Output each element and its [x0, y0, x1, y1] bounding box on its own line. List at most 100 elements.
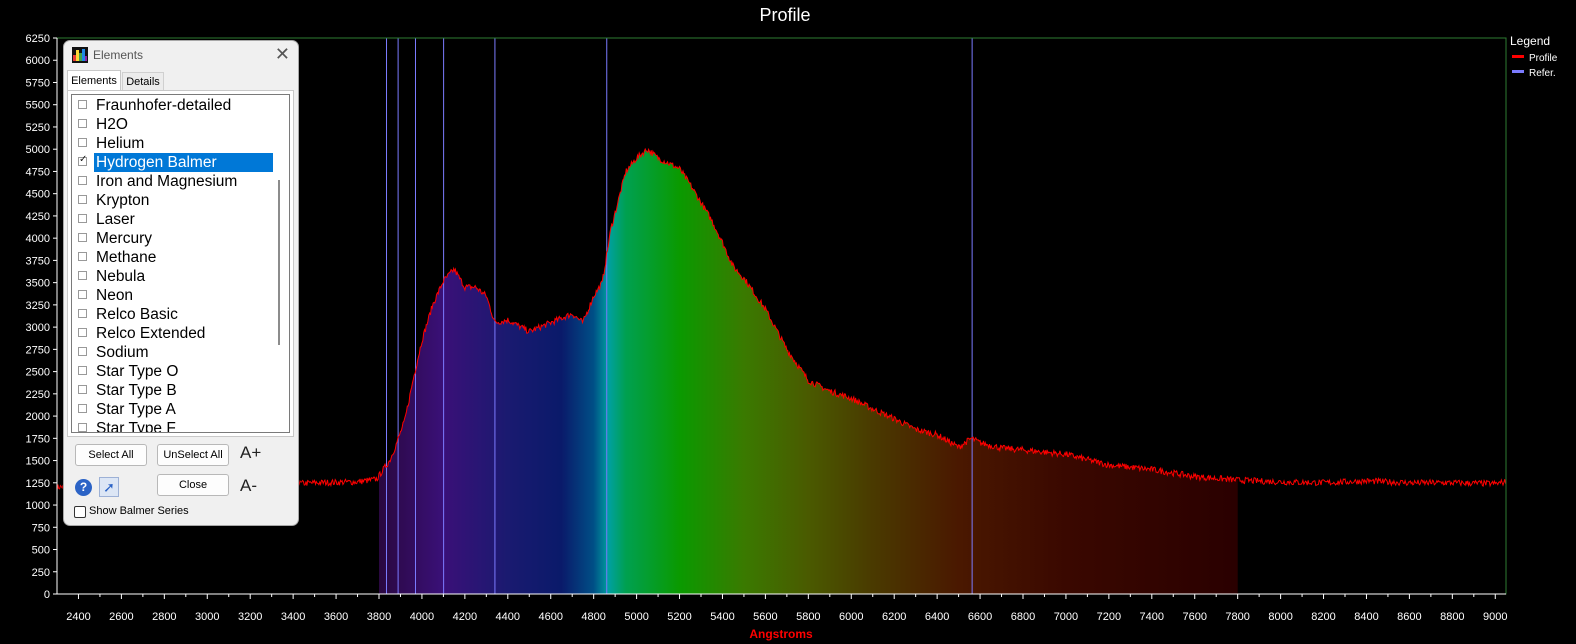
- list-item-checkbox[interactable]: [78, 100, 87, 109]
- x-tick-label: 5800: [796, 611, 820, 623]
- list-item-checkbox[interactable]: [78, 154, 87, 166]
- list-item[interactable]: Krypton: [78, 191, 278, 210]
- x-tick-label: 6400: [925, 611, 949, 623]
- y-tick-label: 6250: [26, 33, 50, 45]
- reference-lines: [386, 38, 973, 594]
- list-item[interactable]: Nebula: [78, 267, 278, 286]
- list-item-label: Nebula: [96, 268, 146, 285]
- legend-entry-profile: Profile: [1529, 53, 1558, 64]
- font-increase-button[interactable]: A+: [240, 443, 262, 462]
- list-item[interactable]: Laser: [78, 210, 278, 229]
- list-item[interactable]: Star Type O: [78, 362, 278, 381]
- x-tick-label: 7200: [1097, 611, 1121, 623]
- list-item[interactable]: Mercury: [78, 229, 278, 248]
- list-item-checkbox[interactable]: [78, 290, 87, 299]
- list-item-checkbox[interactable]: [78, 309, 87, 318]
- close-icon[interactable]: ✕: [274, 44, 290, 64]
- y-tick-label: 3500: [26, 278, 50, 290]
- list-item-checkbox[interactable]: [78, 423, 87, 432]
- list-item-checkbox[interactable]: [78, 404, 87, 413]
- list-item[interactable]: Methane: [78, 248, 278, 267]
- tab-elements[interactable]: Elements: [67, 70, 121, 91]
- x-tick-label: 8200: [1311, 611, 1335, 623]
- chart-title: Profile: [759, 5, 810, 25]
- x-tick-label: 2800: [152, 611, 176, 623]
- list-item[interactable]: Iron and Magnesium: [78, 172, 278, 191]
- list-item-label: Helium: [96, 135, 145, 152]
- open-link-icon[interactable]: ➚: [99, 477, 119, 497]
- x-tick-label: 4000: [410, 611, 434, 623]
- list-item-checkbox[interactable]: [78, 271, 87, 280]
- dialog-titlebar[interactable]: Elements ✕: [64, 41, 298, 69]
- list-item-checkbox[interactable]: [78, 366, 87, 375]
- spectrum-area: [379, 149, 1238, 594]
- x-tick-label: 4200: [453, 611, 477, 623]
- list-item-checkbox[interactable]: [78, 138, 87, 147]
- list-item[interactable]: Star Type B: [78, 381, 278, 400]
- y-tick-label: 4250: [26, 211, 50, 223]
- dialog-title: Elements: [93, 48, 144, 62]
- list-item-checkbox[interactable]: [78, 252, 87, 261]
- list-item-label: Krypton: [96, 192, 150, 209]
- unselect-all-button[interactable]: UnSelect All: [157, 444, 229, 466]
- tab-details[interactable]: Details: [122, 72, 164, 90]
- list-item[interactable]: Helium: [78, 134, 278, 153]
- x-tick-label: 2400: [66, 611, 90, 623]
- y-tick-label: 4500: [26, 189, 50, 201]
- close-button[interactable]: Close: [157, 474, 229, 496]
- list-item-checkbox[interactable]: [78, 385, 87, 394]
- font-decrease-button[interactable]: A-: [240, 476, 257, 495]
- y-tick-label: 250: [32, 567, 50, 579]
- list-item[interactable]: Star Type F: [78, 419, 278, 432]
- element-list[interactable]: Fraunhofer-detailed H2O HeliumHydrogen Bal…: [71, 94, 290, 433]
- y-tick-label: 6000: [26, 55, 50, 67]
- y-tick-label: 1500: [26, 456, 50, 468]
- list-item-checkbox[interactable]: [78, 347, 87, 356]
- list-item[interactable]: Fraunhofer-detailed: [78, 96, 278, 115]
- x-tick-label: 8800: [1440, 611, 1464, 623]
- list-item[interactable]: H2O: [78, 115, 278, 134]
- list-item-label: Iron and Magnesium: [96, 173, 238, 190]
- legend-title: Legend: [1510, 34, 1550, 48]
- list-scrollbar[interactable]: [273, 96, 287, 431]
- spectrum-fill: [379, 149, 1238, 594]
- list-item-label: Hydrogen Balmer: [94, 153, 278, 172]
- x-axis-label: Angstroms: [749, 627, 813, 641]
- y-tick-label: 3250: [26, 300, 50, 312]
- list-item-label: Relco Extended: [96, 325, 206, 342]
- list-item-checkbox[interactable]: [78, 328, 87, 337]
- list-item[interactable]: Neon: [78, 286, 278, 305]
- list-item[interactable]: Star Type A: [78, 400, 278, 419]
- x-tick-label: 7800: [1225, 611, 1249, 623]
- y-axis: 0 250 500 750 1000 1250 1500 1750 2000 2250 2500 27…: [26, 33, 58, 601]
- list-item[interactable]: Relco Extended: [78, 324, 278, 343]
- show-balmer-checkbox[interactable]: [74, 506, 86, 518]
- list-item-checkbox[interactable]: [78, 233, 87, 242]
- list-item-checkbox[interactable]: [78, 195, 87, 204]
- list-item-checkbox[interactable]: [78, 119, 87, 128]
- x-tick-label: 8600: [1397, 611, 1421, 623]
- list-item[interactable]: Relco Basic: [78, 305, 278, 324]
- x-tick-label: 3400: [281, 611, 305, 623]
- list-item[interactable]: Sodium: [78, 343, 278, 362]
- legend-swatch-reference: [1512, 70, 1524, 73]
- x-tick-label: 7400: [1140, 611, 1164, 623]
- x-tick-label: 8400: [1354, 611, 1378, 623]
- help-icon[interactable]: ?: [75, 479, 92, 496]
- list-item[interactable]: Hydrogen Balmer: [78, 153, 278, 172]
- y-tick-label: 1000: [26, 500, 50, 512]
- select-all-button[interactable]: Select All: [75, 444, 147, 466]
- list-item-checkbox[interactable]: [78, 214, 87, 223]
- y-tick-label: 5250: [26, 122, 50, 134]
- list-item-label: Star Type O: [96, 363, 179, 380]
- list-item-label: Laser: [96, 211, 135, 228]
- legend-entry-reference: Refer.: [1529, 68, 1556, 79]
- x-tick-label: 6200: [882, 611, 906, 623]
- x-tick-label: 7000: [1054, 611, 1078, 623]
- x-tick-label: 3800: [367, 611, 391, 623]
- x-tick-label: 4800: [581, 611, 605, 623]
- x-tick-label: 7600: [1182, 611, 1206, 623]
- y-tick-label: 500: [32, 545, 50, 557]
- list-item-checkbox[interactable]: [78, 176, 87, 185]
- scrollbar-thumb[interactable]: [278, 180, 280, 345]
